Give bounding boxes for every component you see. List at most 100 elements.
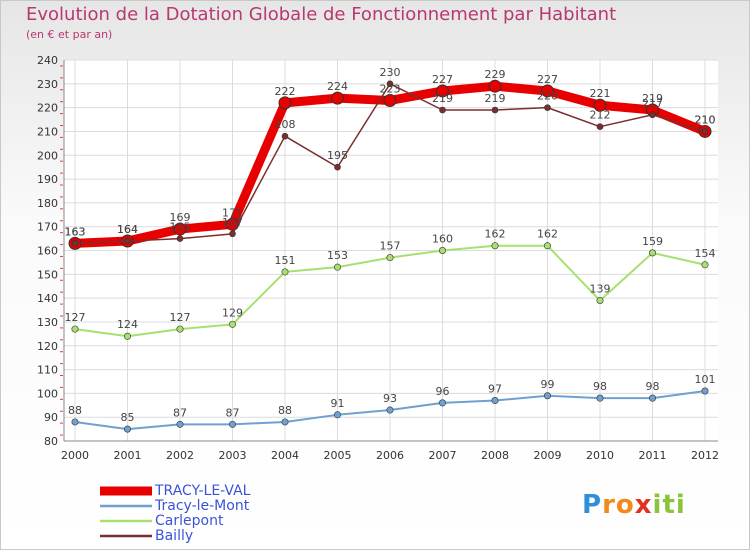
- data-point-tracy-le-val: [436, 84, 449, 98]
- data-label-bailly: 208: [275, 118, 296, 131]
- data-point-carlepont: [648, 249, 656, 257]
- data-point-tracy-le-val: [278, 96, 292, 110]
- data-point-carlepont: [386, 254, 394, 262]
- x-tick-label: 2001: [114, 449, 142, 462]
- data-point-carlepont: [701, 261, 709, 269]
- x-tick-label: 2011: [639, 449, 667, 462]
- chart-subtitle: (en € et par an): [26, 28, 113, 41]
- data-label-tracy-le-val: 163: [65, 225, 86, 238]
- data-point-bailly: [124, 237, 131, 245]
- data-label-bailly: 210: [695, 113, 716, 126]
- data-point-tracy-le-mont: [333, 411, 341, 419]
- data-label-tracy-le-mont: 87: [226, 406, 240, 419]
- data-point-tracy-le-mont: [176, 420, 184, 428]
- legend-label-tracy-le-val: TRACY-LE-VAL: [155, 483, 251, 499]
- data-point-tracy-le-val: [488, 79, 502, 93]
- data-point-carlepont: [596, 297, 604, 305]
- data-label-tracy-le-mont: 87: [173, 406, 187, 419]
- data-label-tracy-le-mont: 99: [541, 378, 555, 391]
- data-label-bailly: 163: [65, 225, 86, 238]
- data-label-tracy-le-val: 224: [327, 80, 348, 93]
- data-point-bailly: [71, 240, 79, 247]
- data-point-bailly: [439, 106, 446, 114]
- data-point-carlepont: [281, 268, 289, 276]
- data-point-carlepont: [124, 332, 132, 340]
- data-label-carlepont: 160: [432, 233, 453, 246]
- data-point-carlepont: [333, 263, 341, 271]
- data-label-tracy-le-val: 171: [222, 206, 243, 219]
- data-point-bailly: [176, 235, 184, 242]
- data-point-bailly: [649, 111, 656, 119]
- data-point-tracy-le-mont: [543, 392, 551, 400]
- data-label-bailly: 165: [170, 221, 191, 234]
- y-tick-label: 170: [37, 221, 58, 234]
- data-label-tracy-le-val: 219: [642, 92, 663, 105]
- data-point-carlepont: [438, 247, 446, 255]
- data-label-tracy-le-mont: 98: [593, 380, 607, 393]
- data-label-bailly: 217: [642, 97, 663, 110]
- data-label-tracy-le-val: 169: [170, 211, 191, 224]
- data-label-tracy-le-mont: 88: [278, 404, 292, 417]
- data-label-carlepont: 124: [117, 318, 138, 331]
- data-label-tracy-le-mont: 98: [646, 380, 660, 393]
- x-tick-label: 2009: [534, 449, 562, 462]
- data-label-tracy-le-mont: 85: [121, 411, 135, 424]
- logo-letter: i: [652, 490, 663, 520]
- data-point-bailly: [596, 123, 604, 130]
- data-label-tracy-le-val: 164: [117, 223, 138, 236]
- data-label-tracy-le-mont: 97: [488, 383, 502, 396]
- data-label-bailly: 219: [485, 92, 506, 105]
- legend-label-tracy-le-mont: Tracy-le-Mont: [155, 498, 250, 514]
- data-label-bailly: 167: [222, 216, 243, 229]
- data-point-tracy-le-val: [173, 222, 187, 236]
- data-point-carlepont: [176, 325, 184, 333]
- data-label-tracy-le-mont: 93: [383, 392, 397, 405]
- x-tick-label: 2010: [586, 449, 614, 462]
- data-point-carlepont: [229, 320, 237, 328]
- data-point-tracy-le-mont: [71, 418, 79, 426]
- data-label-carlepont: 162: [485, 228, 506, 241]
- y-tick-label: 110: [37, 364, 58, 377]
- x-tick-label: 2006: [376, 449, 404, 462]
- data-point-bailly: [334, 163, 341, 171]
- data-label-tracy-le-val: 227: [537, 73, 558, 86]
- y-tick-label: 210: [37, 125, 58, 138]
- proxiti-logo: Proxiti: [582, 490, 686, 520]
- data-label-carlepont: 157: [380, 240, 401, 253]
- y-tick-label: 200: [37, 149, 58, 162]
- data-label-tracy-le-mont: 96: [436, 385, 450, 398]
- data-label-tracy-le-mont: 88: [68, 404, 82, 417]
- data-label-bailly: 230: [380, 66, 401, 79]
- data-point-carlepont: [543, 242, 551, 250]
- data-point-bailly: [701, 128, 709, 135]
- data-point-tracy-le-val: [383, 93, 397, 107]
- data-label-carlepont: 153: [327, 249, 348, 262]
- x-tick-label: 2007: [429, 449, 457, 462]
- data-point-tracy-le-val: [331, 91, 344, 105]
- y-tick-label: 120: [37, 340, 58, 353]
- data-label-carlepont: 162: [537, 228, 558, 241]
- data-point-tracy-le-mont: [124, 425, 132, 433]
- x-tick-label: 2012: [691, 449, 719, 462]
- data-point-tracy-le-val: [593, 98, 607, 112]
- logo-letter: r: [602, 490, 616, 520]
- data-point-carlepont: [491, 242, 499, 250]
- data-label-tracy-le-val: 227: [432, 73, 453, 86]
- data-label-carlepont: 127: [65, 311, 86, 324]
- data-point-tracy-le-val: [541, 84, 554, 98]
- logo-letter: i: [675, 490, 686, 520]
- data-label-carlepont: 129: [222, 306, 243, 319]
- y-tick-label: 190: [37, 173, 58, 186]
- y-tick-label: 130: [37, 316, 58, 329]
- x-tick-label: 2005: [324, 449, 352, 462]
- data-point-tracy-le-mont: [281, 418, 289, 426]
- data-point-bailly: [544, 104, 551, 111]
- logo-letter: P: [582, 490, 603, 520]
- x-tick-label: 2000: [61, 449, 89, 462]
- data-label-tracy-le-val: 221: [590, 87, 611, 100]
- data-label-carlepont: 159: [642, 235, 663, 248]
- data-label-tracy-le-mont: 101: [695, 373, 716, 386]
- data-point-carlepont: [71, 325, 79, 333]
- data-label-carlepont: 127: [170, 311, 191, 324]
